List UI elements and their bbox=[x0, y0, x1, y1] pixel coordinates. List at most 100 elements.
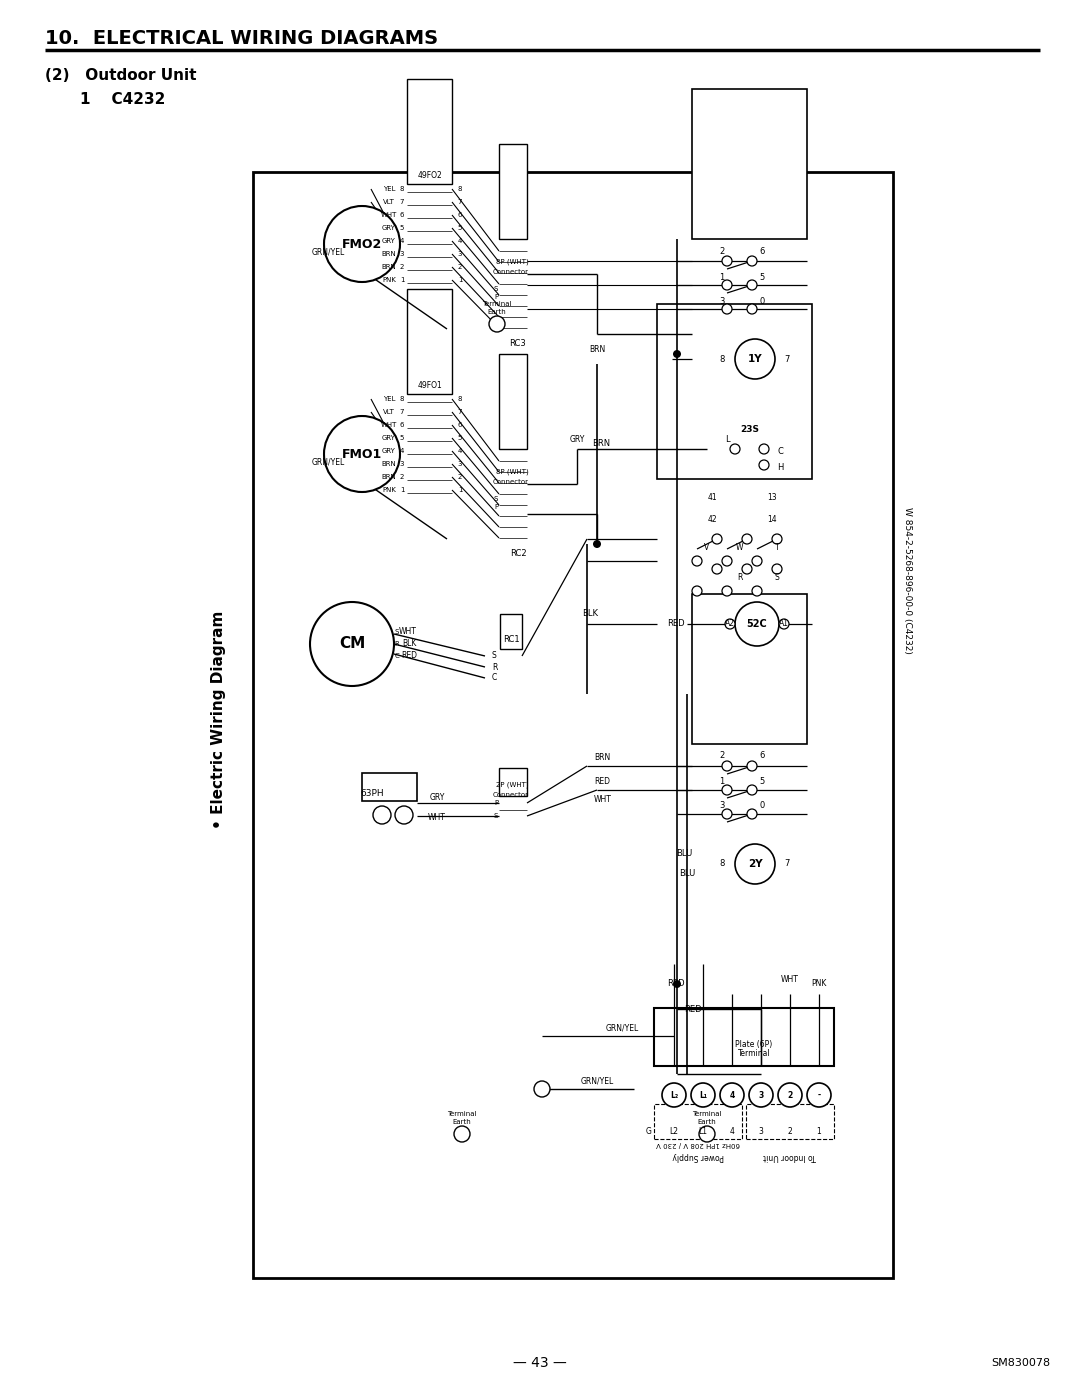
Text: 4: 4 bbox=[400, 448, 404, 454]
Text: S: S bbox=[494, 496, 498, 502]
Text: Connector: Connector bbox=[492, 792, 529, 798]
Text: GRY: GRY bbox=[382, 448, 396, 454]
Text: 60Hz 1PH 208 V / 230 V: 60Hz 1PH 208 V / 230 V bbox=[656, 1141, 740, 1147]
Text: 7: 7 bbox=[458, 409, 462, 415]
Text: RED: RED bbox=[667, 619, 685, 629]
Text: RC2: RC2 bbox=[510, 549, 526, 559]
Circle shape bbox=[747, 785, 757, 795]
Text: 4: 4 bbox=[730, 1127, 734, 1137]
Text: BRN: BRN bbox=[594, 753, 610, 763]
Bar bbox=[499, 353, 527, 448]
Text: L: L bbox=[725, 434, 729, 443]
Text: YEL: YEL bbox=[382, 186, 395, 191]
Text: GRY: GRY bbox=[382, 434, 396, 441]
Text: Earth: Earth bbox=[453, 1119, 471, 1125]
Text: (2)   Outdoor Unit: (2) Outdoor Unit bbox=[45, 67, 197, 82]
Text: FMO1: FMO1 bbox=[342, 447, 382, 461]
Text: 49FO2: 49FO2 bbox=[418, 172, 443, 180]
Text: 8: 8 bbox=[458, 186, 462, 191]
Text: 5: 5 bbox=[759, 778, 765, 787]
Bar bbox=[657, 305, 812, 479]
Text: 6: 6 bbox=[458, 212, 462, 218]
Text: 8P (WHT): 8P (WHT) bbox=[496, 258, 529, 265]
Text: VLT: VLT bbox=[383, 409, 395, 415]
Text: P: P bbox=[494, 293, 498, 300]
Text: 1: 1 bbox=[400, 277, 404, 284]
Text: W 854-2-5268-896-00-0 (C4232): W 854-2-5268-896-00-0 (C4232) bbox=[903, 507, 912, 654]
Circle shape bbox=[742, 564, 752, 574]
Text: 6: 6 bbox=[458, 422, 462, 427]
Text: RED: RED bbox=[401, 651, 417, 661]
Text: 3: 3 bbox=[758, 1091, 764, 1099]
Circle shape bbox=[772, 564, 782, 574]
Text: L2: L2 bbox=[670, 1127, 678, 1137]
Text: 42: 42 bbox=[707, 514, 717, 524]
Text: GRY: GRY bbox=[569, 434, 584, 443]
Text: RC1: RC1 bbox=[502, 634, 519, 644]
Text: PNK: PNK bbox=[382, 488, 396, 493]
Text: GRN/YEL: GRN/YEL bbox=[312, 247, 346, 257]
Text: 63PH: 63PH bbox=[361, 789, 383, 799]
Text: 5: 5 bbox=[458, 225, 462, 231]
Circle shape bbox=[324, 416, 400, 492]
Bar bbox=[499, 144, 527, 239]
Text: 2Y: 2Y bbox=[747, 859, 762, 869]
Text: 1: 1 bbox=[719, 272, 725, 282]
Circle shape bbox=[310, 602, 394, 686]
Text: P: P bbox=[494, 800, 498, 806]
Circle shape bbox=[735, 844, 775, 884]
Circle shape bbox=[454, 1126, 470, 1141]
Text: 5: 5 bbox=[759, 272, 765, 282]
Circle shape bbox=[324, 205, 400, 282]
Text: 3: 3 bbox=[719, 802, 725, 810]
Text: T: T bbox=[774, 542, 780, 552]
Text: GRN/YEL: GRN/YEL bbox=[312, 457, 346, 467]
Bar bbox=[407, 80, 453, 184]
Bar bbox=[499, 768, 527, 796]
Text: 2P (WHT): 2P (WHT) bbox=[497, 782, 529, 788]
Bar bbox=[500, 615, 522, 650]
Text: 6: 6 bbox=[400, 212, 404, 218]
Circle shape bbox=[752, 585, 762, 597]
Text: WHT: WHT bbox=[400, 627, 417, 637]
Text: BLK: BLK bbox=[582, 609, 598, 619]
Circle shape bbox=[723, 305, 732, 314]
Text: To Indoor Unit: To Indoor Unit bbox=[764, 1151, 816, 1161]
Circle shape bbox=[752, 556, 762, 566]
Text: RED: RED bbox=[594, 778, 610, 787]
Text: 1: 1 bbox=[400, 488, 404, 493]
Text: 1    C4232: 1 C4232 bbox=[80, 92, 165, 108]
Circle shape bbox=[725, 619, 735, 629]
Text: BLU: BLU bbox=[676, 849, 692, 859]
Text: RED: RED bbox=[667, 979, 685, 989]
Bar bbox=[407, 289, 453, 394]
Circle shape bbox=[723, 585, 732, 597]
Text: 7: 7 bbox=[784, 355, 789, 363]
Circle shape bbox=[691, 1083, 715, 1106]
Text: 1: 1 bbox=[719, 778, 725, 787]
Bar bbox=[253, 172, 893, 1278]
Text: Connector: Connector bbox=[492, 270, 529, 275]
Text: L₁: L₁ bbox=[699, 1091, 707, 1099]
Text: R: R bbox=[492, 662, 498, 672]
Text: S: S bbox=[492, 651, 497, 661]
Text: 8: 8 bbox=[400, 186, 404, 191]
Text: 0: 0 bbox=[759, 296, 765, 306]
Text: BRN: BRN bbox=[589, 345, 605, 353]
Text: S: S bbox=[494, 286, 498, 292]
Circle shape bbox=[720, 1083, 744, 1106]
Text: 6: 6 bbox=[759, 752, 765, 760]
Circle shape bbox=[723, 556, 732, 566]
Text: GRN/YEL: GRN/YEL bbox=[606, 1024, 638, 1032]
Circle shape bbox=[759, 460, 769, 469]
Text: S: S bbox=[394, 629, 399, 636]
Circle shape bbox=[807, 1083, 831, 1106]
Circle shape bbox=[662, 1083, 686, 1106]
Text: Terminal: Terminal bbox=[483, 300, 512, 307]
Circle shape bbox=[489, 316, 505, 332]
Text: 13: 13 bbox=[767, 493, 777, 502]
Text: 49FO1: 49FO1 bbox=[418, 381, 443, 391]
Text: 3: 3 bbox=[400, 251, 404, 257]
Text: 2: 2 bbox=[787, 1127, 793, 1137]
Bar bbox=[707, 359, 792, 419]
